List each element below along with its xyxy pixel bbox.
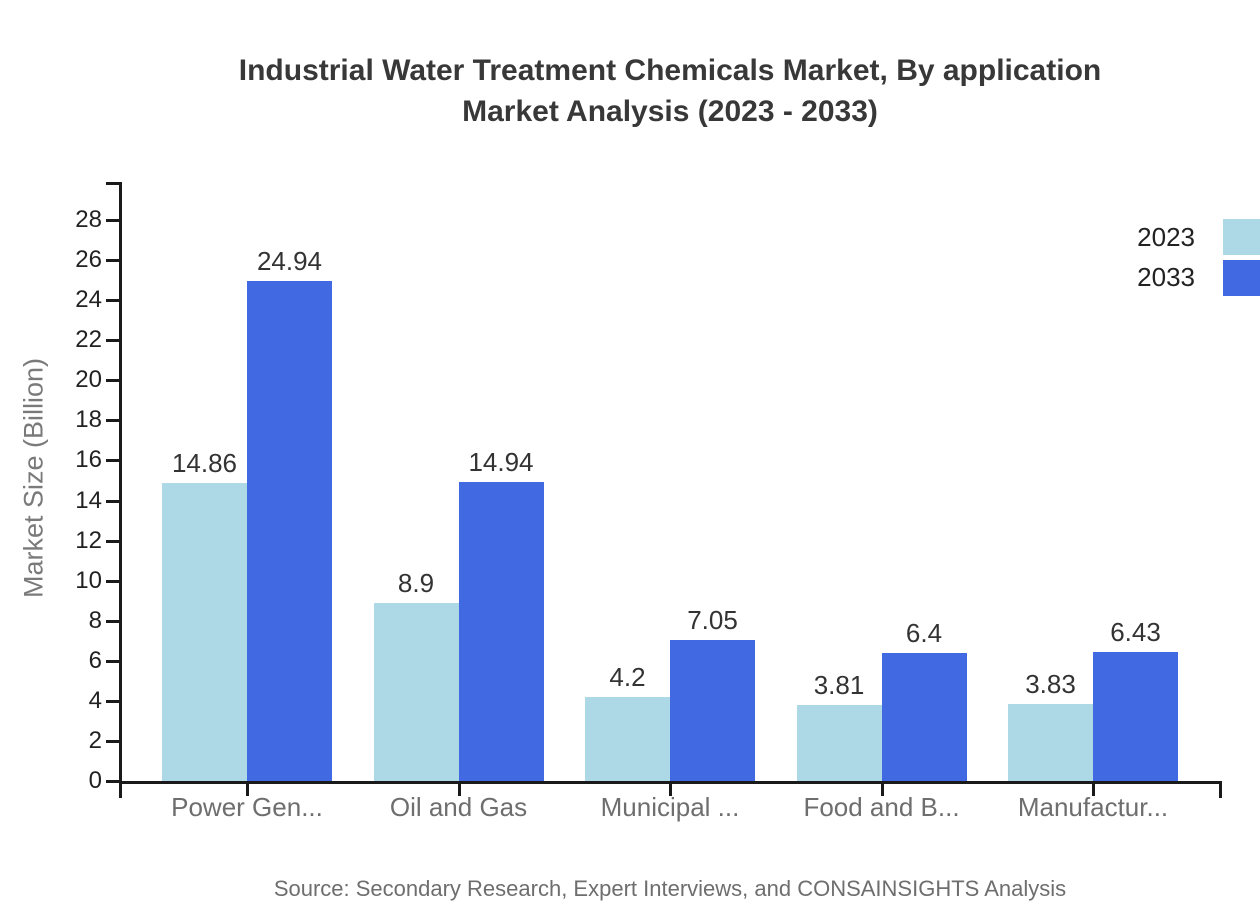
bar-2023: [373, 603, 459, 781]
y-tick-label: 8: [88, 606, 102, 634]
bar-2023: [585, 697, 670, 781]
bar-2033: [247, 281, 332, 781]
x-category-label: Manufactur...: [1017, 792, 1169, 822]
x-axis-right-cap: [1219, 784, 1222, 798]
legend-swatch-2023: [1223, 219, 1260, 255]
legend-label-2023: 2023: [1137, 222, 1195, 252]
bar-value-label: 4.2: [609, 662, 646, 692]
y-tick-label: 18: [75, 406, 102, 434]
y-tick-label: 28: [75, 206, 102, 233]
bar-value-label: 6.4: [905, 618, 943, 648]
x-category-label: Power Gen...: [171, 792, 323, 822]
bar-2033: [458, 482, 544, 781]
y-tick-label: 12: [75, 526, 102, 554]
x-tick-mark: [246, 784, 249, 796]
y-tick-mark: [106, 379, 119, 383]
bar-value-label: 14.86: [171, 448, 238, 478]
y-tick-label: 10: [75, 566, 102, 594]
x-axis-line: [119, 781, 1222, 784]
chart-title: Industrial Water Treatment Chemicals Mar…: [120, 50, 1220, 132]
bar-value-label: 8.9: [397, 568, 435, 598]
y-tick-mark: [106, 219, 119, 222]
x-tick-mark: [457, 784, 461, 796]
x-tick-mark: [880, 784, 884, 796]
y-tick-mark: [106, 259, 119, 263]
y-tick-mark: [106, 659, 119, 663]
bar-value-label: 14.94: [468, 447, 534, 477]
x-tick-mark: [1092, 784, 1095, 796]
y-axis-title: Market Size (Billion): [18, 357, 49, 599]
y-tick-mark: [106, 419, 119, 423]
bar-2033: [670, 640, 755, 781]
y-tick-label: 20: [75, 366, 102, 394]
y-tick-mark: [106, 499, 119, 503]
bar-value-label: 24.94: [256, 246, 323, 276]
y-tick-label: 14: [75, 486, 102, 514]
y-tick-label: 16: [75, 446, 102, 474]
y-tick-mark: [106, 699, 119, 703]
bar-value-label: 6.43: [1110, 617, 1161, 647]
y-tick-label: 26: [75, 246, 102, 274]
chart-title-line1: Industrial Water Treatment Chemicals Mar…: [238, 54, 1102, 87]
bar-2033: [1093, 652, 1178, 781]
y-axis-top-cap: [106, 182, 119, 185]
y-tick-label: 0: [88, 767, 102, 794]
x-category-label: Oil and Gas: [389, 792, 528, 822]
x-category-label: Municipal ...: [600, 792, 740, 822]
chart-title-line2: Market Analysis (2023 - 2033): [462, 95, 878, 128]
y-tick-label: 4: [88, 686, 102, 714]
bar-value-label: 3.83: [1025, 669, 1076, 699]
bar-2033: [881, 653, 967, 781]
legend-swatch-2033: [1223, 260, 1260, 296]
bar-value-label: 7.05: [687, 605, 738, 635]
y-tick-mark: [106, 739, 119, 743]
bar-2023: [1008, 704, 1093, 781]
x-category-label: Food and B...: [803, 792, 960, 822]
y-tick-mark: [106, 539, 119, 543]
x-axis-left-cap: [119, 784, 122, 798]
y-tick-label: 2: [88, 726, 102, 754]
y-tick-mark: [106, 459, 119, 463]
bar-2023: [796, 705, 882, 781]
x-tick-mark: [669, 784, 672, 796]
y-tick-mark: [106, 339, 119, 343]
y-tick-mark: [106, 780, 119, 783]
y-tick-label: 22: [75, 326, 102, 354]
source-attribution: Source: Secondary Research, Expert Inter…: [273, 876, 1067, 901]
legend-label-2033: 2033: [1137, 262, 1195, 292]
y-tick-label: 6: [88, 646, 102, 674]
bar-2023: [162, 483, 247, 781]
y-tick-label: 24: [75, 286, 102, 314]
y-tick-mark: [106, 579, 119, 583]
y-axis-line: [119, 182, 122, 784]
y-tick-mark: [106, 299, 119, 303]
y-tick-mark: [106, 619, 119, 623]
bar-value-label: 3.81: [813, 670, 865, 700]
